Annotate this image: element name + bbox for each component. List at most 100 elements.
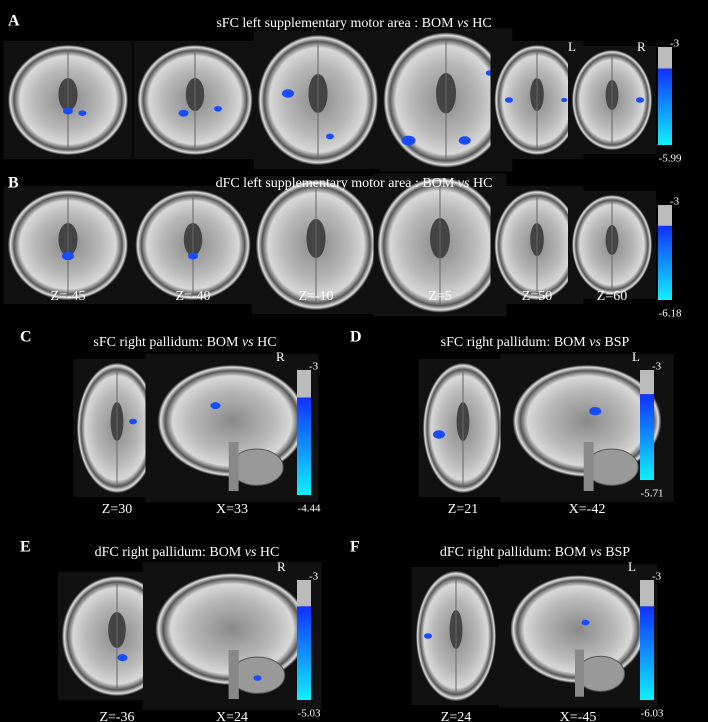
slice-label: Z=21 <box>448 502 478 517</box>
activation-blob <box>589 407 602 416</box>
activation-blob <box>63 107 73 115</box>
brainstem <box>583 442 594 491</box>
activation-blob <box>433 430 445 439</box>
title-italic: vs <box>589 335 601 350</box>
slice-label: X=33 <box>216 502 248 517</box>
colorbar-scale <box>658 68 672 145</box>
title-text: HC <box>254 335 277 350</box>
colorbar-grey <box>658 47 672 69</box>
panel-letter: B <box>8 175 19 192</box>
activation-blob <box>401 135 416 146</box>
activation-blob <box>214 106 222 112</box>
slice-label: Z=24 <box>441 710 471 722</box>
title-text: HC <box>469 176 492 191</box>
colorbar-grey <box>640 580 654 607</box>
activation-blob <box>326 133 334 140</box>
slice-label: Z=-45 <box>50 289 85 304</box>
brain-sagittal <box>510 575 646 684</box>
slice-label: Z=-40 <box>175 289 210 304</box>
slice-label: Z=50 <box>522 289 552 304</box>
title-italic: vs <box>457 16 469 31</box>
colorbar-min: -4.44 <box>298 503 321 515</box>
colorbar-max: -3 <box>670 38 680 50</box>
title-text: sFC right pallidum: BOM <box>93 335 242 350</box>
title-italic: vs <box>242 335 254 350</box>
panel-letter: C <box>20 329 32 346</box>
slice-label: Z=-10 <box>298 289 333 304</box>
panel-letter: A <box>8 13 20 30</box>
colorbar-min: -5.03 <box>298 708 321 720</box>
panel-letter: D <box>350 329 362 346</box>
colorbar-min: -6.18 <box>659 308 682 320</box>
colorbar-min: -5.99 <box>659 153 682 165</box>
panel-title: sFC right pallidum: BOM vs HC <box>93 335 276 350</box>
slice-label: X=24 <box>216 710 248 722</box>
panel-title: dFC left supplementary motor area : BOM … <box>216 176 493 191</box>
title-text: dFC left supplementary motor area : BOM <box>216 176 458 191</box>
brainstem <box>228 650 239 699</box>
orientation-label: L <box>568 39 576 54</box>
colorbar-max: -3 <box>670 196 680 208</box>
orientation-label: R <box>277 559 286 574</box>
activation-blob <box>178 109 189 117</box>
panel-title: sFC left supplementary motor area : BOM … <box>216 16 491 31</box>
slice-label: Z=5 <box>428 289 451 304</box>
colorbar-max: -3 <box>652 361 662 373</box>
activation-blob <box>188 252 198 260</box>
title-text: BSP <box>602 545 631 560</box>
panel-title: dFC right pallidum: BOM vs HC <box>95 545 280 560</box>
brainstem <box>575 649 584 697</box>
activation-blob <box>424 633 432 639</box>
orientation-label: L <box>628 559 636 574</box>
activation-blob <box>210 402 221 410</box>
colorbar-min: -5.71 <box>641 488 664 500</box>
activation-blob <box>117 654 128 662</box>
activation-blob <box>253 675 262 681</box>
colorbar-max: -3 <box>652 571 662 583</box>
activation-blob <box>129 418 137 425</box>
colorbar-max: -3 <box>309 571 319 583</box>
colorbar-scale <box>297 397 311 495</box>
title-text: HC <box>256 545 279 560</box>
colorbar-min: -6.03 <box>641 708 664 720</box>
panel-letter: F <box>350 539 360 556</box>
activation-blob <box>581 619 590 626</box>
colorbar-scale <box>640 606 654 700</box>
title-text: dFC right pallidum: BOM <box>95 545 245 560</box>
colorbar-scale <box>297 606 311 700</box>
activation-blob <box>78 110 87 116</box>
title-italic: vs <box>458 176 470 191</box>
activation-blob <box>636 97 644 103</box>
title-text: BSP <box>601 335 630 350</box>
title-italic: vs <box>590 545 602 560</box>
title-text: sFC right pallidum: BOM <box>441 335 590 350</box>
colorbar-grey <box>297 580 311 607</box>
title-italic: vs <box>245 545 257 560</box>
activation-blob <box>282 89 294 98</box>
activation-blob <box>561 97 568 103</box>
orientation-label: R <box>637 39 646 54</box>
slice-label: Z=-36 <box>99 710 134 722</box>
panel-letter: E <box>20 539 31 556</box>
colorbar-grey <box>640 370 654 395</box>
panel-title: dFC right pallidum: BOM vs BSP <box>440 545 630 560</box>
colorbar-max: -3 <box>309 361 319 373</box>
slice-label: Z=30 <box>102 502 132 517</box>
activation-blob <box>504 97 513 103</box>
colorbar-grey <box>658 205 672 226</box>
panel-title: sFC right pallidum: BOM vs BSP <box>441 335 630 350</box>
slice-label: X=-42 <box>569 502 606 517</box>
brain-sagittal <box>157 365 307 477</box>
slice-label: X=-45 <box>560 710 597 722</box>
title-text: HC <box>469 16 492 31</box>
title-text: sFC left supplementary motor area : BOM <box>216 16 457 31</box>
brain-sagittal <box>155 573 309 685</box>
brainstem <box>228 442 239 491</box>
colorbar-grey <box>297 370 311 398</box>
slice-label: Z=60 <box>597 289 627 304</box>
title-text: dFC right pallidum: BOM <box>440 545 590 560</box>
colorbar-scale <box>658 225 672 300</box>
activation-blob <box>458 136 471 145</box>
orientation-label: R <box>276 349 285 364</box>
